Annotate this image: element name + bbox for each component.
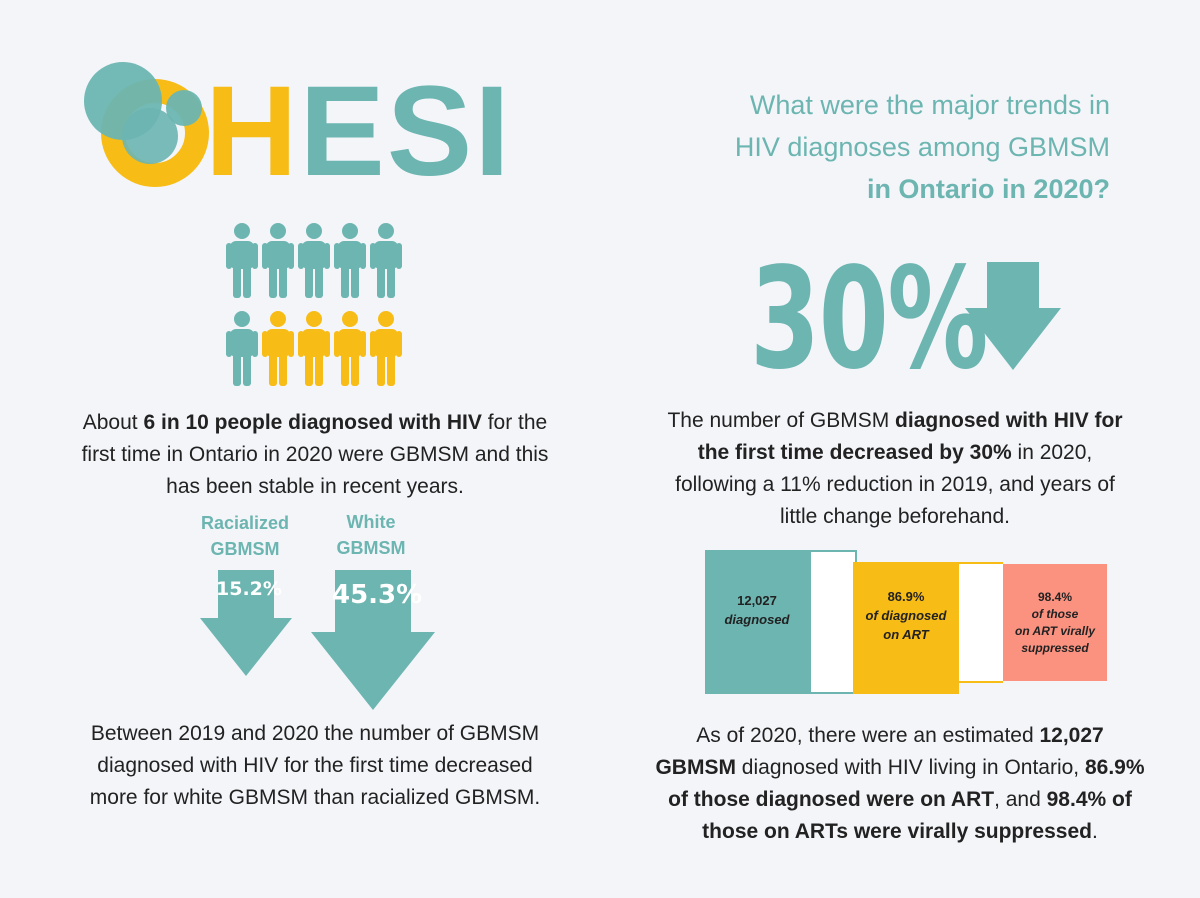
logo-letter-h: H (205, 60, 300, 203)
cascade-bar-on-art (853, 562, 959, 694)
cascade-label-diagnosed: 12,027 diagnosed (724, 593, 790, 627)
stat-gbmsm-share: About 6 in 10 people diagnosed with HIV … (81, 411, 549, 498)
white-value: 45.3% (332, 580, 423, 610)
stat-group-change: Between 2019 and 2020 the number of GBMS… (89, 722, 541, 809)
person-highlighted-icon (298, 311, 330, 386)
racialized-down-arrow-icon (200, 570, 292, 676)
person-icon (334, 223, 366, 298)
person-icon (226, 311, 258, 386)
question-line-2: HIV diagnoses among GBMSM (734, 132, 1110, 162)
question-line-1: What were the major trends in (749, 90, 1110, 120)
person-icon (226, 223, 258, 298)
racialized-label: Racialized GBMSM (200, 513, 290, 559)
stat-decrease: The number of GBMSM diagnosed with HIV f… (667, 409, 1123, 528)
person-highlighted-icon (334, 311, 366, 386)
person-icon (298, 223, 330, 298)
racialized-value: 15.2% (216, 578, 282, 600)
logo-circles-icon (84, 62, 209, 187)
page-question: What were the major trends in HIV diagno… (640, 84, 1110, 210)
down-arrow-icon (965, 262, 1061, 370)
cascade-label-suppressed: 98.4% of those on ART virally suppressed (1014, 590, 1096, 655)
cascade-bar-suppressed (1003, 564, 1107, 681)
cascade-bar-diagnosed (705, 550, 809, 694)
big-stat-value: 30% (750, 238, 988, 401)
logo (80, 58, 500, 188)
logo-letters-esi: ESI (299, 60, 512, 203)
cascade-gap-2 (959, 562, 1003, 683)
logo-wordmark: HESI (205, 68, 512, 196)
stat-cascade: As of 2020, there were an estimated 12,0… (655, 724, 1145, 843)
people-icon-grid (226, 223, 402, 386)
question-line-3: in Ontario in 2020? (866, 174, 1110, 204)
person-highlighted-icon (370, 311, 402, 386)
care-cascade (705, 550, 1107, 694)
white-label: White GBMSM (336, 512, 406, 558)
person-highlighted-icon (262, 311, 294, 386)
person-icon (262, 223, 294, 298)
cascade-gap-1 (809, 550, 857, 694)
cascade-label-on-art: 86.9% of diagnosed on ART (865, 589, 947, 642)
person-icon (370, 223, 402, 298)
white-down-arrow-icon (311, 570, 435, 710)
